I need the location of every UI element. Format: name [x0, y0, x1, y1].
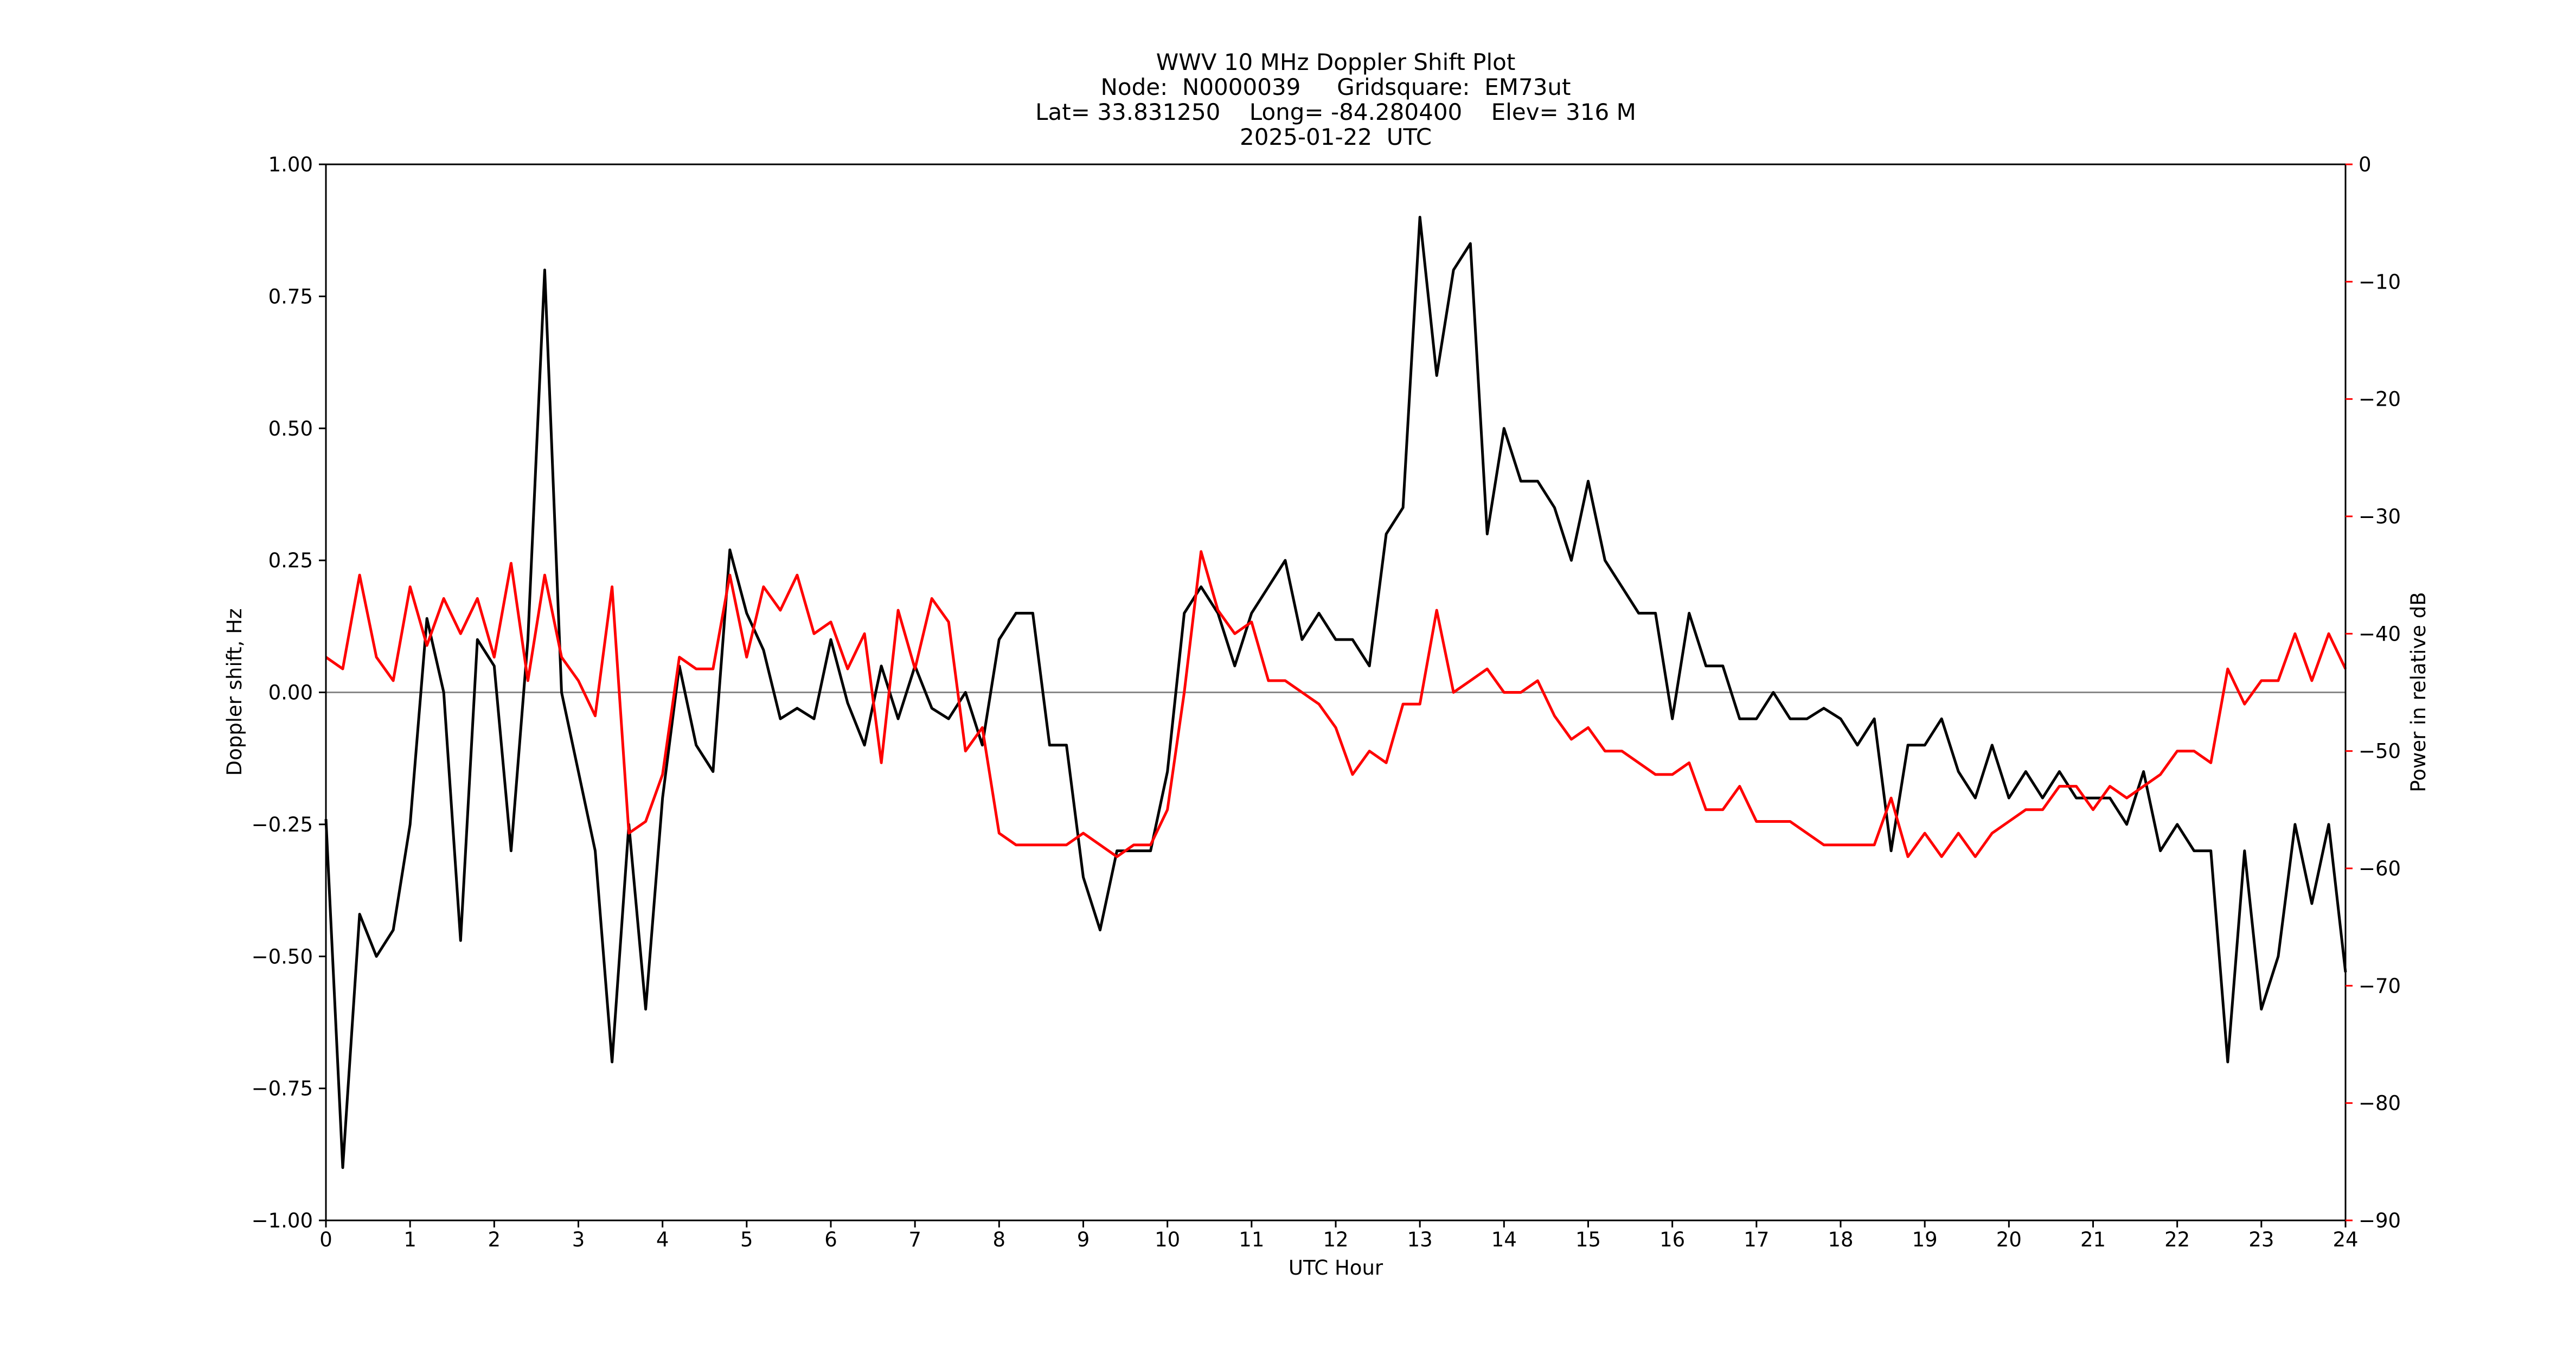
y-tick-label: −0.75 — [252, 1077, 313, 1101]
y-tick-label: −0.25 — [252, 813, 313, 836]
y2-tick-label: −50 — [2359, 740, 2401, 763]
x-tick-label: 12 — [1323, 1228, 1348, 1251]
x-tick-label: 15 — [1575, 1228, 1601, 1251]
x-tick-label: 17 — [1744, 1228, 1769, 1251]
chart-title: WWV 10 MHz Doppler Shift Plot — [1156, 49, 1516, 75]
x-tick-label: 8 — [993, 1228, 1006, 1251]
x-tick-label: 0 — [319, 1228, 332, 1251]
x-tick-label: 2 — [488, 1228, 501, 1251]
x-tick-label: 18 — [1828, 1228, 1853, 1251]
x-tick-label: 21 — [2080, 1228, 2106, 1251]
x-tick-label: 5 — [740, 1228, 753, 1251]
x-tick-label: 1 — [403, 1228, 416, 1251]
x-tick-label: 20 — [1996, 1228, 2022, 1251]
x-tick-label: 6 — [824, 1228, 837, 1251]
x-tick-label: 23 — [2248, 1228, 2274, 1251]
y-tick-label: −1.00 — [252, 1209, 313, 1232]
y2-tick-label: −90 — [2359, 1209, 2401, 1232]
chart-subtitle: 2025-01-22 UTC — [1240, 124, 1432, 150]
data-line — [324, 215, 2347, 1169]
x-tick-label: 16 — [1659, 1228, 1685, 1251]
y2-tick-label: −80 — [2359, 1092, 2401, 1115]
y2-tick-label: 0 — [2359, 153, 2372, 176]
x-tick-label: 24 — [2333, 1228, 2358, 1251]
y2-tick-label: −40 — [2359, 622, 2401, 645]
x-tick-label: 13 — [1407, 1228, 1433, 1251]
x-tick-label: 19 — [1912, 1228, 1938, 1251]
y-axis-label: Doppler shift, Hz — [223, 609, 246, 776]
chart-subtitle: Node: N0000039 Gridsquare: EM73ut — [1100, 74, 1571, 100]
x-tick-label: 4 — [656, 1228, 669, 1251]
y-tick-label: −0.50 — [252, 945, 313, 968]
x-tick-label: 3 — [572, 1228, 585, 1251]
x-tick-label: 7 — [908, 1228, 921, 1251]
x-tick-label: 10 — [1155, 1228, 1180, 1251]
y2-tick-label: −60 — [2359, 857, 2401, 880]
x-tick-label: 14 — [1491, 1228, 1517, 1251]
y2-tick-label: −20 — [2359, 388, 2401, 411]
x-tick-label: 22 — [2164, 1228, 2190, 1251]
y-tick-label: 0.25 — [268, 549, 313, 572]
y-tick-label: 0.50 — [268, 417, 313, 440]
x-axis-label: UTC Hour — [1289, 1256, 1383, 1280]
y2-tick-label: −70 — [2359, 974, 2401, 997]
x-tick-label: 9 — [1077, 1228, 1090, 1251]
y2-tick-label: −10 — [2359, 270, 2401, 293]
x-tick-label: 11 — [1239, 1228, 1264, 1251]
y2-tick-label: −30 — [2359, 505, 2401, 528]
data-line — [325, 550, 2347, 858]
y-tick-label: 0.75 — [268, 285, 313, 308]
y2-axis-label: Power in relative dB — [2407, 592, 2430, 792]
y-tick-label: 1.00 — [268, 153, 313, 176]
y-tick-label: 0.00 — [268, 681, 313, 705]
chart-subtitle: Lat= 33.831250 Long= -84.280400 Elev= 31… — [1035, 99, 1636, 125]
